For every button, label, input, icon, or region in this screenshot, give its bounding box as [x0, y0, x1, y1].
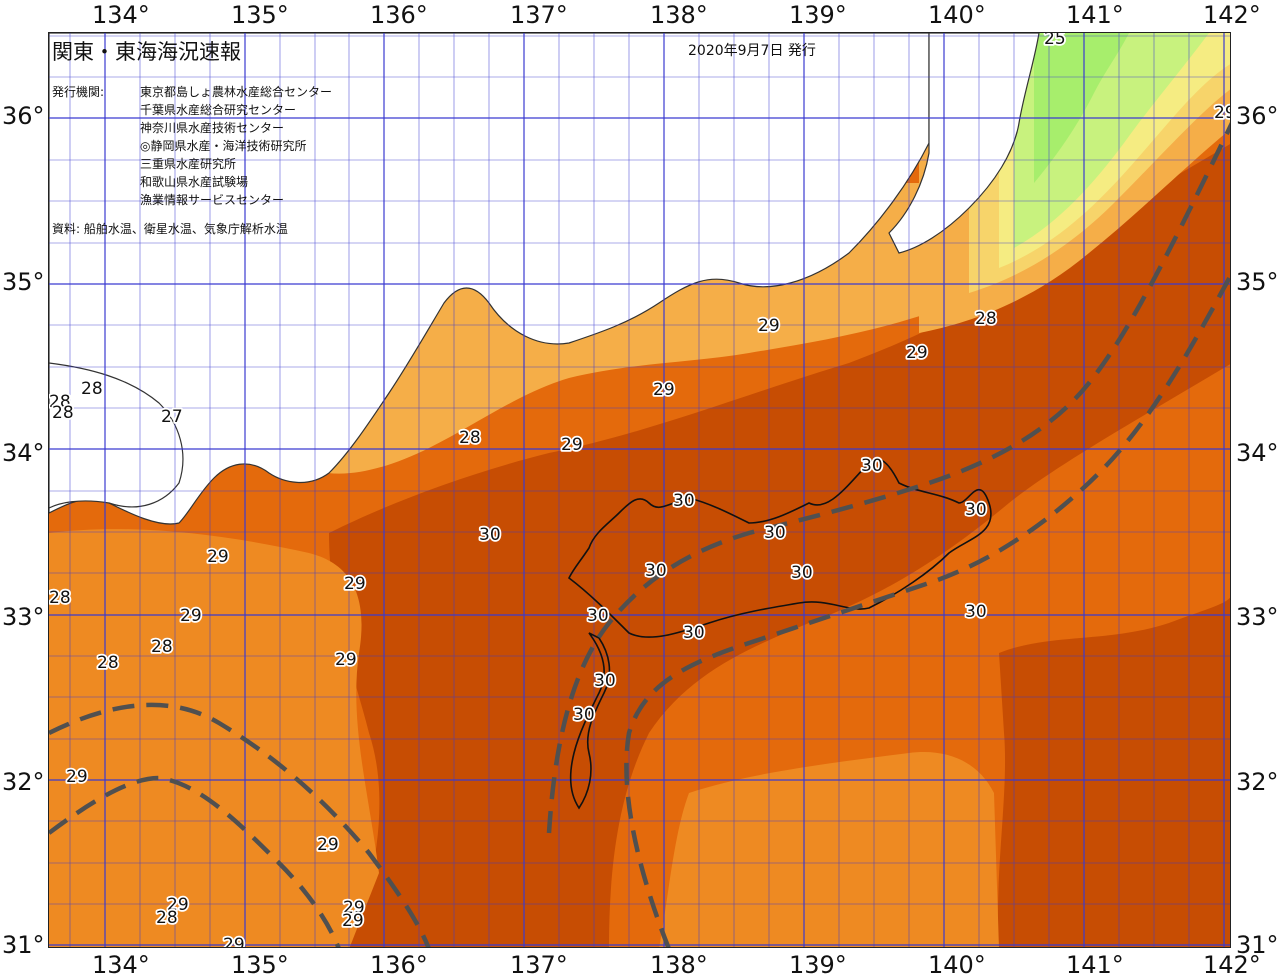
- longitude-label: 140°: [928, 951, 986, 979]
- title-block: 関東・東海海況速報: [52, 36, 241, 66]
- isotherm-label: 28: [81, 379, 103, 399]
- longitude-label: 142°: [1203, 1, 1261, 29]
- kuroshio-axis-west: [49, 702, 431, 947]
- isotherm-label: 28: [975, 309, 997, 329]
- kuroshio-axis-north: [546, 122, 1230, 834]
- major-grid-lines: [49, 33, 1230, 947]
- map-canvas: 25 29 28 29 28 27 29 29 28 28 28 29 30 3…: [49, 33, 1231, 948]
- isotherm-label: 28: [151, 637, 173, 657]
- latitude-label: 36°: [1236, 102, 1279, 130]
- isotherm-label: 29: [207, 547, 229, 567]
- isotherm-label: 29: [342, 911, 364, 931]
- isotherm-label: 28: [49, 588, 71, 608]
- latitude-label: 35°: [2, 268, 45, 296]
- isotherm-label: 30: [573, 705, 595, 725]
- isotherm-label: 29: [344, 574, 366, 594]
- longitude-label: 134°: [92, 1, 150, 29]
- isotherm-label: 28: [156, 908, 178, 928]
- kuroshio-axis-south: [624, 271, 1230, 947]
- longitude-label: 139°: [789, 1, 847, 29]
- isotherm-label: 29: [561, 435, 583, 455]
- longitude-label: 137°: [510, 1, 568, 29]
- publisher-item: ◎静岡県水産・海洋技術研究所: [140, 139, 307, 153]
- latitude-label: 34°: [2, 439, 45, 467]
- latitude-label: 32°: [1236, 768, 1279, 796]
- longitude-label: 136°: [370, 1, 428, 29]
- isotherm-label: 30: [791, 563, 813, 583]
- sst-region-29-southwest: [49, 529, 379, 947]
- isotherm-label: 29: [317, 835, 339, 855]
- isotherm-label: 29: [653, 380, 675, 400]
- longitude-label: 135°: [231, 1, 289, 29]
- latitude-label: 33°: [2, 603, 45, 631]
- isotherm-label: 30: [764, 523, 786, 543]
- isotherm-label: 30: [479, 525, 501, 545]
- isotherm-label: 29: [335, 650, 357, 670]
- longitude-label: 142°: [1203, 951, 1261, 979]
- kuroshio-axis-west-inner: [49, 775, 341, 947]
- longitude-label: 135°: [231, 951, 289, 979]
- isotherm-label: 28: [459, 428, 481, 448]
- isotherm-label: 30: [587, 606, 609, 626]
- isotherm-label: 30: [965, 500, 987, 520]
- publisher-item: 三重県水産研究所: [140, 157, 237, 171]
- publisher-item: 和歌山県水産試験場: [140, 175, 249, 189]
- latitude-label: 36°: [2, 102, 45, 130]
- data-sources: 資料: 船舶水温、衛星水温、気象庁解析水温: [52, 222, 288, 236]
- isotherm-label: 29: [66, 767, 88, 787]
- isotherm-label: 28: [97, 653, 119, 673]
- longitude-label: 137°: [510, 951, 568, 979]
- issue-date: 2020年9月7日 発行: [688, 43, 816, 59]
- latitude-label: 32°: [2, 768, 45, 796]
- isotherm-30-contour-south: [569, 632, 611, 810]
- publisher-item: 東京都島しょ農林水産総合センター: [140, 85, 333, 99]
- longitude-label: 136°: [370, 951, 428, 979]
- latitude-label: 31°: [2, 931, 45, 959]
- longitude-label: 138°: [650, 1, 708, 29]
- isotherm-label: 29: [180, 606, 202, 626]
- longitude-label: 141°: [1066, 951, 1124, 979]
- longitude-label: 134°: [92, 951, 150, 979]
- land-shikoku: [49, 362, 184, 509]
- isotherm-label: 29: [1214, 103, 1231, 123]
- latitude-label: 31°: [1236, 931, 1279, 959]
- publishers-list: 東京都島しょ農林水産総合センター 千葉県水産総合研究センター 神奈川県水産技術セ…: [140, 83, 332, 209]
- publisher-item: 漁業情報サービスセンター: [140, 193, 285, 207]
- sst-band-30: [329, 144, 1230, 947]
- land-kanto: [888, 33, 1040, 254]
- publishers-label: 発行機関:: [52, 85, 105, 99]
- isotherm-label: 25: [1044, 33, 1066, 49]
- isotherm-label: 29: [758, 316, 780, 336]
- isotherm-label: 30: [673, 491, 695, 511]
- isotherm-label: 28: [52, 403, 74, 423]
- isotherm-label: 28: [49, 392, 71, 412]
- publisher-item: 神奈川県水産技術センター: [140, 121, 285, 135]
- isotherm-label: 29: [223, 935, 245, 948]
- latitude-label: 34°: [1236, 439, 1279, 467]
- longitude-label: 140°: [928, 1, 986, 29]
- isotherm-label: 30: [645, 561, 667, 581]
- sst-region-24-kanto: [1034, 33, 1129, 183]
- longitude-label: 141°: [1066, 1, 1124, 29]
- longitude-label: 138°: [650, 951, 708, 979]
- latitude-label: 35°: [1236, 268, 1279, 296]
- isotherm-label: 30: [965, 602, 987, 622]
- isotherm-30-contour: [567, 458, 992, 638]
- latitude-label: 33°: [1236, 603, 1279, 631]
- isotherm-label: 29: [343, 898, 365, 918]
- longitude-label: 139°: [789, 951, 847, 979]
- publisher-item: 千葉県水産総合研究センター: [140, 103, 297, 117]
- sst-region-29-southeast: [659, 752, 999, 947]
- isotherm-label: 30: [861, 456, 883, 476]
- isotherm-label: 30: [594, 671, 616, 691]
- sst-patch-30-east: [997, 597, 1230, 947]
- isotherm-label: 29: [906, 343, 928, 363]
- isotherm-label: 30: [683, 623, 705, 643]
- map-panel[interactable]: 25 29 28 29 28 27 29 29 28 28 28 29 30 3…: [48, 32, 1231, 948]
- isotherm-label: 29: [167, 895, 189, 915]
- isotherm-labels: 25 29 28 29 28 27 29 29 28 28 28 29 30 3…: [49, 33, 1231, 948]
- page-title: 関東・東海海況速報: [52, 40, 241, 64]
- isotherm-label: 27: [161, 407, 183, 427]
